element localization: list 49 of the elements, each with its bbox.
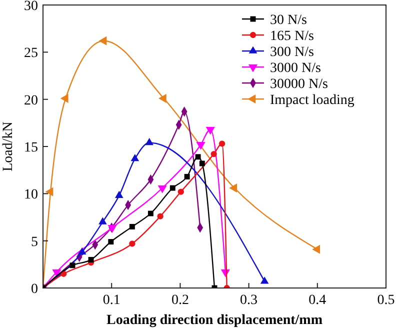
point [184,174,190,180]
point [157,213,164,220]
point [108,239,114,245]
point [312,244,320,254]
x-tick-label: 0.4 [308,293,326,308]
point [196,142,206,150]
x-tick-label: 0.5 [377,293,395,308]
point [260,276,269,284]
point [158,94,166,103]
point [98,36,107,46]
y-tick-label: 10 [24,188,38,203]
point [130,154,140,162]
point [229,183,238,193]
point [98,217,107,224]
x-tick-label: 0.2 [171,293,189,308]
x-tick-label: 0.3 [240,293,258,308]
point [70,262,76,268]
y-tick-label: 25 [24,46,38,62]
legend-label: 165 N/s [270,29,314,44]
point [78,247,86,255]
y-axis-title: Load/kN [1,122,16,172]
point [170,185,176,191]
legend-label: Impact loading [270,93,354,108]
y-tick-label: 0 [31,282,38,297]
point [129,240,136,247]
legend-label: 3000 N/s [270,61,321,76]
point [178,188,184,195]
point [88,256,94,262]
point [199,160,205,166]
y-tick-label: 20 [24,93,38,108]
x-axis-title: Loading direction displacement/mm [106,313,323,328]
x-tick-label: 0.1 [102,293,120,308]
point [114,190,124,198]
point [60,94,68,103]
legend-label: 300 N/s [270,45,314,60]
point [218,140,226,147]
y-tick-label: 30 [24,0,38,14]
point [129,224,135,230]
point [148,210,154,216]
point [145,138,154,146]
point [206,126,215,135]
point [195,154,201,160]
point [210,150,217,158]
legend-label: 30 N/s [270,13,307,28]
legend-label: 30000 N/s [270,77,328,92]
point [45,187,54,196]
y-tick-label: 5 [31,234,38,250]
y-tick-label: 15 [24,140,38,156]
point [158,185,167,194]
